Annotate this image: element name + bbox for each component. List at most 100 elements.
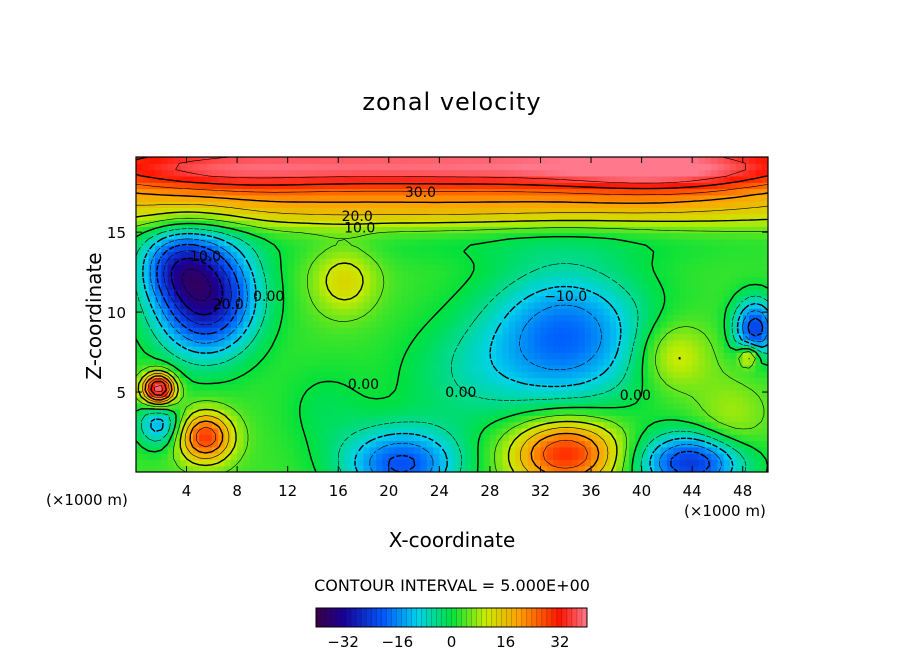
- heatmap-cell: [237, 377, 245, 385]
- heatmap-cell: [268, 283, 276, 290]
- heatmap-cell: [180, 289, 188, 297]
- heatmap-cell: [559, 163, 567, 171]
- heatmap-cell: [496, 194, 504, 202]
- heatmap-cell: [407, 352, 415, 360]
- heatmap-cell: [527, 264, 535, 271]
- heatmap-cell: [698, 251, 706, 259]
- heatmap-cell: [369, 276, 377, 284]
- heatmap-cell: [256, 371, 263, 379]
- heatmap-cell: [628, 320, 636, 328]
- heatmap-cell: [161, 346, 169, 353]
- heatmap-cell: [685, 396, 693, 404]
- heatmap-cell: [527, 364, 535, 372]
- heatmap-cell: [407, 396, 415, 404]
- heatmap-cell: [350, 201, 358, 208]
- heatmap-cell: [723, 207, 731, 215]
- heatmap-cell: [199, 409, 207, 416]
- heatmap-cell: [685, 383, 693, 391]
- heatmap-cell: [205, 421, 213, 429]
- heatmap-cell: [452, 383, 459, 391]
- heatmap-cell: [723, 333, 731, 341]
- heatmap-cell: [376, 446, 384, 454]
- heatmap-cell: [331, 175, 339, 183]
- heatmap-cell: [180, 320, 188, 328]
- heatmap-cell: [534, 314, 542, 322]
- heatmap-cell: [294, 352, 301, 360]
- heatmap-cell: [534, 320, 542, 328]
- heatmap-cell: [401, 364, 409, 372]
- heatmap-cell: [654, 427, 662, 435]
- heatmap-cell: [496, 377, 504, 385]
- heatmap-cell: [660, 383, 668, 391]
- heatmap-cell: [534, 169, 542, 177]
- heatmap-cell: [167, 295, 175, 303]
- heatmap-cell: [572, 333, 579, 341]
- heatmap-cell: [572, 201, 579, 208]
- heatmap-cell: [230, 207, 238, 215]
- heatmap-cell: [761, 289, 768, 297]
- heatmap-cell: [357, 276, 365, 284]
- heatmap-cell: [180, 415, 188, 423]
- heatmap-cell: [742, 427, 750, 435]
- heatmap-cell: [559, 270, 567, 278]
- heatmap-cell: [350, 434, 358, 442]
- heatmap-cell: [578, 169, 586, 177]
- heatmap-cell: [477, 358, 485, 366]
- heatmap-cell: [597, 383, 605, 391]
- heatmap-cell: [666, 314, 674, 322]
- heatmap-cell: [521, 194, 529, 202]
- heatmap-cell: [205, 415, 213, 423]
- heatmap-cell: [154, 188, 162, 196]
- heatmap-cell: [148, 415, 156, 423]
- heatmap-cell: [142, 295, 150, 303]
- heatmap-cell: [711, 333, 719, 341]
- heatmap-cell: [698, 308, 706, 316]
- heatmap-cell: [256, 396, 263, 404]
- heatmap-cell: [711, 371, 719, 379]
- heatmap-cell: [578, 402, 586, 410]
- heatmap-cell: [534, 421, 542, 429]
- heatmap-cell: [433, 314, 440, 322]
- heatmap-cell: [572, 459, 579, 467]
- heatmap-cell: [603, 226, 611, 234]
- heatmap-cell: [350, 327, 358, 334]
- heatmap-cell: [382, 314, 390, 322]
- heatmap-cell: [256, 465, 263, 472]
- heatmap-cell: [445, 402, 453, 410]
- heatmap-cell: [698, 339, 706, 347]
- heatmap-cell: [344, 188, 352, 196]
- heatmap-cell: [603, 283, 611, 290]
- heatmap-cell: [717, 390, 725, 397]
- heatmap-cell: [275, 427, 282, 435]
- heatmap-cell: [654, 207, 662, 215]
- heatmap-cell: [338, 371, 346, 379]
- heatmap-cell: [464, 175, 472, 183]
- heatmap-cell: [192, 245, 200, 253]
- heatmap-cell: [591, 453, 598, 460]
- heatmap-cell: [300, 175, 308, 183]
- heatmap-cell: [452, 257, 459, 265]
- heatmap-cell: [584, 371, 592, 379]
- heatmap-cell: [616, 314, 624, 322]
- heatmap-cell: [382, 440, 390, 448]
- heatmap-cell: [717, 207, 725, 215]
- heatmap-cell: [376, 276, 384, 284]
- heatmap-cell: [382, 251, 390, 259]
- heatmap-cell: [711, 421, 719, 429]
- heatmap-cell: [761, 459, 768, 467]
- heatmap-cell: [603, 352, 611, 360]
- heatmap-cell: [717, 169, 725, 177]
- heatmap-cell: [470, 390, 478, 397]
- heatmap-cell: [654, 434, 662, 442]
- heatmap-cell: [483, 245, 491, 253]
- heatmap-cell: [344, 169, 352, 177]
- heatmap-cell: [749, 333, 756, 341]
- heatmap-cell: [515, 270, 523, 278]
- heatmap-cell: [414, 415, 421, 423]
- heatmap-cell: [483, 339, 491, 347]
- heatmap-cell: [262, 314, 270, 322]
- heatmap-cell: [692, 301, 700, 309]
- heatmap-cell: [268, 465, 276, 472]
- heatmap-cell: [628, 251, 636, 259]
- heatmap-cell: [199, 188, 207, 196]
